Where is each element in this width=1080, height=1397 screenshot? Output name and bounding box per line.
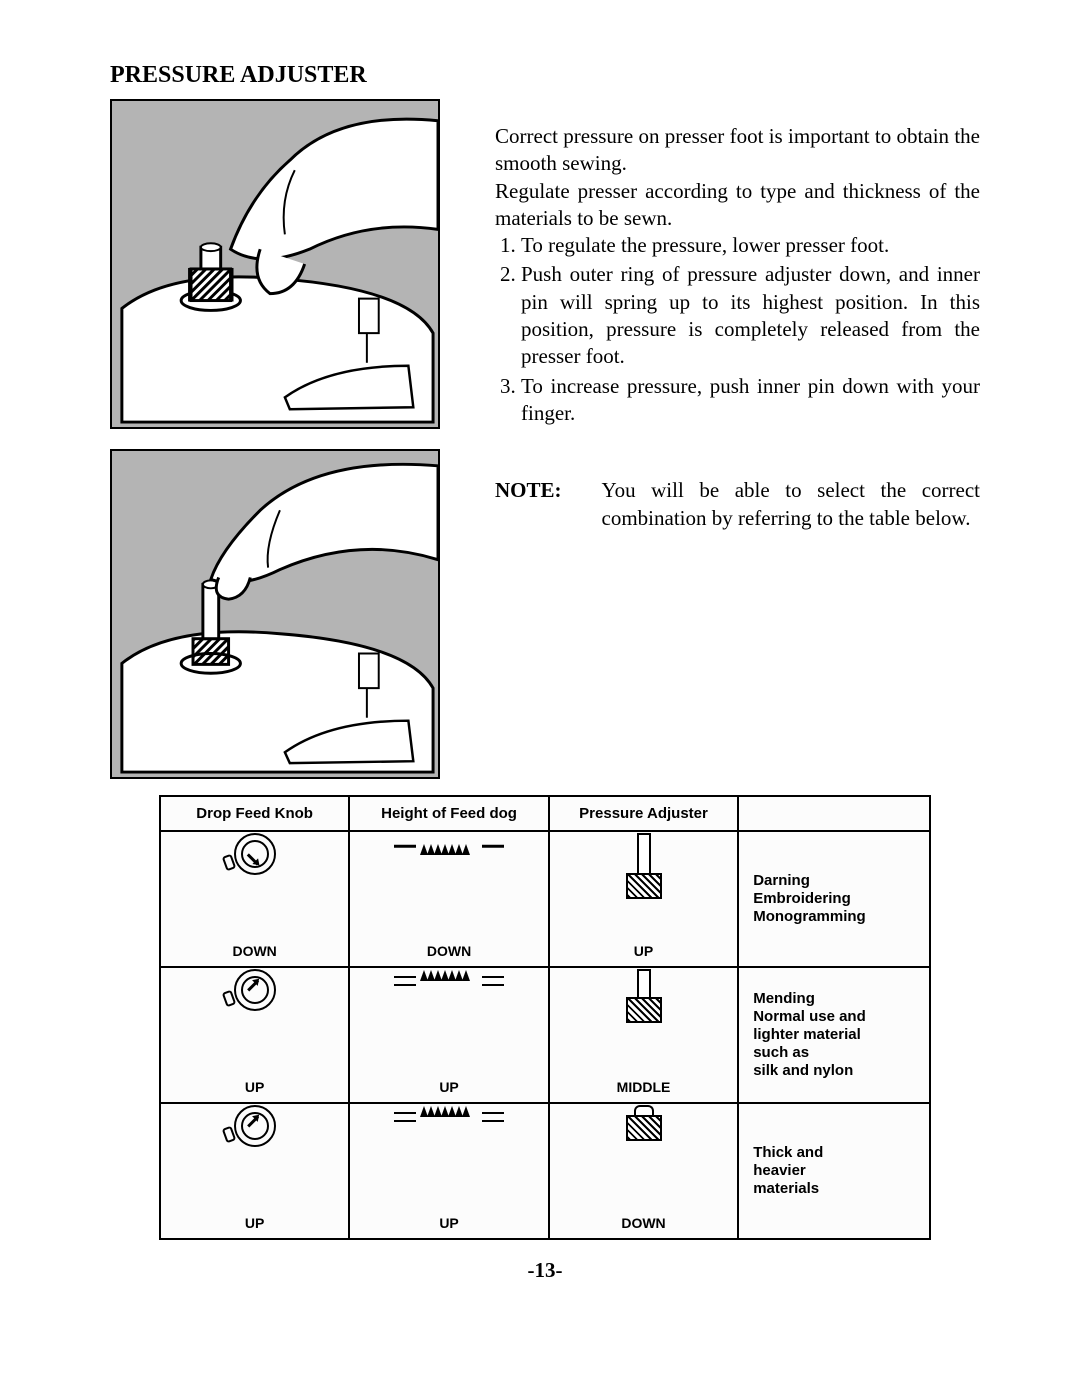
table-row: UP UP: [160, 1103, 930, 1239]
pressure-adjuster-icon: [624, 833, 664, 899]
drop-feed-knob-icon: [234, 969, 276, 1011]
cell-label: DOWN: [427, 943, 471, 965]
cell-label: UP: [634, 943, 653, 965]
drop-feed-knob-icon: [234, 833, 276, 875]
figures-column: [110, 99, 440, 779]
feed-dog-icon: [394, 833, 504, 859]
cell-label: UP: [439, 1079, 458, 1101]
table-row: UP UP: [160, 967, 930, 1103]
cell-use: Thick and heavier materials: [738, 1103, 930, 1239]
cell-use: Darning Embroidering Monogramming: [738, 831, 930, 967]
step-2: Push outer ring of pressure adjuster dow…: [521, 261, 980, 370]
drop-feed-knob-icon: [234, 1105, 276, 1147]
cell-use: Mending Normal use and lighter material …: [738, 967, 930, 1103]
section-title: PRESSURE ADJUSTER: [110, 62, 980, 89]
combination-table: Drop Feed Knob Height of Feed dog Pressu…: [159, 795, 931, 1240]
manual-page: PRESSURE ADJUSTER: [0, 0, 1080, 1397]
cell-press: UP: [549, 831, 738, 967]
content-two-column: Correct pressure on presser foot is impo…: [110, 99, 980, 779]
cell-feed: UP: [349, 967, 549, 1103]
steps-list: To regulate the pressure, lower presser …: [495, 232, 980, 427]
note-label: NOTE:: [495, 477, 562, 532]
cell-label: UP: [439, 1215, 458, 1237]
step-1: To regulate the pressure, lower presser …: [521, 232, 980, 259]
intro-p2: Regulate presser according to type and t…: [495, 178, 980, 233]
table-header-row: Drop Feed Knob Height of Feed dog Pressu…: [160, 796, 930, 831]
step-3: To increase pressure, push inner pin dow…: [521, 373, 980, 428]
cell-press: MIDDLE: [549, 967, 738, 1103]
cell-feed: UP: [349, 1103, 549, 1239]
pressure-adjuster-icon: [624, 969, 664, 1023]
cell-label: DOWN: [621, 1215, 665, 1237]
th-pressure-adjuster: Pressure Adjuster: [549, 796, 738, 831]
text-column: Correct pressure on presser foot is impo…: [495, 99, 980, 779]
feed-dog-icon: [394, 1105, 504, 1131]
cell-knob: UP: [160, 1103, 349, 1239]
th-height-feed-dog: Height of Feed dog: [349, 796, 549, 831]
cell-label: MIDDLE: [617, 1079, 671, 1101]
page-number: -13-: [110, 1258, 980, 1283]
use-text: Thick and heavier materials: [753, 1144, 915, 1198]
cell-press: DOWN: [549, 1103, 738, 1239]
use-text: Mending Normal use and lighter material …: [753, 990, 915, 1080]
use-text: Darning Embroidering Monogramming: [753, 872, 915, 926]
th-use: [738, 796, 930, 831]
note-text: You will be able to select the correct c…: [602, 477, 980, 532]
cell-label: UP: [245, 1215, 264, 1237]
intro-p1: Correct pressure on presser foot is impo…: [495, 123, 980, 178]
feed-dog-icon: [394, 969, 504, 995]
cell-knob: DOWN: [160, 831, 349, 967]
cell-feed: DOWN: [349, 831, 549, 967]
th-drop-feed-knob: Drop Feed Knob: [160, 796, 349, 831]
cell-label: DOWN: [232, 943, 276, 965]
figure-press-outer-ring: [110, 99, 440, 429]
table-row: DOWN DOWN: [160, 831, 930, 967]
pressure-adjuster-icon: [624, 1105, 664, 1141]
figure-press-inner-pin: [110, 449, 440, 779]
cell-knob: UP: [160, 967, 349, 1103]
note-block: NOTE: You will be able to select the cor…: [495, 477, 980, 532]
cell-label: UP: [245, 1079, 264, 1101]
